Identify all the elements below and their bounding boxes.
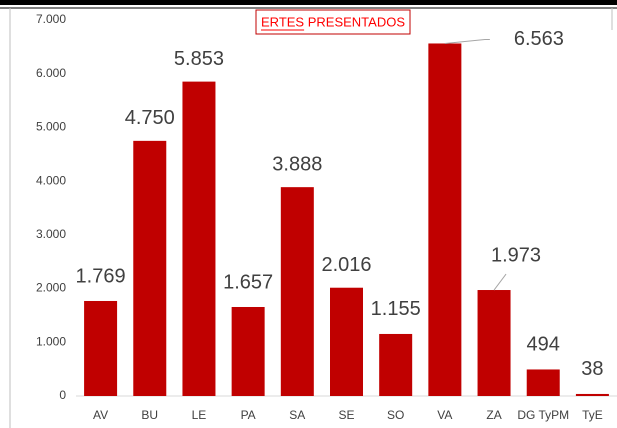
value-label: 4.750: [125, 107, 175, 129]
bar: [428, 43, 462, 396]
value-label: 5.853: [174, 48, 224, 70]
bar: [133, 140, 167, 396]
leader-line: [444, 38, 490, 44]
value-label: 6.563: [514, 28, 564, 50]
x-tick-label: SO: [387, 408, 404, 422]
bar: [575, 393, 609, 396]
y-tick-label: 0: [59, 388, 66, 402]
value-label: 2.016: [321, 254, 371, 276]
value-label: 3.888: [272, 153, 322, 175]
x-tick-label: AV: [93, 408, 108, 422]
chart-title: ERTES PRESENTADOS: [261, 14, 405, 29]
bar: [84, 300, 118, 396]
value-label: 1.769: [76, 265, 126, 287]
leader-line: [493, 273, 507, 291]
bar: [231, 306, 265, 396]
x-tick-label: TyE: [582, 408, 603, 422]
x-tick-label: LE: [192, 408, 207, 422]
bar: [477, 290, 511, 396]
x-tick-label: DG TyPM: [517, 408, 569, 422]
x-tick-label: BU: [141, 408, 158, 422]
x-tick-label: SA: [289, 408, 305, 422]
bar: [330, 287, 363, 396]
bar: [526, 369, 560, 396]
value-label: 494: [527, 334, 560, 356]
y-tick-label: 6.000: [36, 66, 66, 80]
x-tick-label: SE: [338, 408, 354, 422]
y-tick-label: 4.000: [36, 173, 66, 187]
value-label: 1.657: [223, 271, 273, 293]
y-tick-label: 1.000: [36, 334, 66, 348]
x-tick-label: PA: [241, 408, 256, 422]
bar: [379, 333, 413, 396]
top-bar: [0, 0, 617, 5]
bar: [280, 187, 314, 396]
x-tick-label: VA: [437, 408, 452, 422]
value-label: 38: [581, 358, 603, 380]
bar: [182, 81, 216, 396]
y-tick-label: 7.000: [36, 12, 66, 26]
x-tick-label: ZA: [486, 408, 501, 422]
y-tick-label: 5.000: [36, 120, 66, 134]
value-label: 1.155: [371, 298, 421, 320]
y-tick-label: 3.000: [36, 227, 66, 241]
value-label: 1.973: [491, 244, 541, 266]
y-tick-label: 2.000: [36, 281, 66, 295]
